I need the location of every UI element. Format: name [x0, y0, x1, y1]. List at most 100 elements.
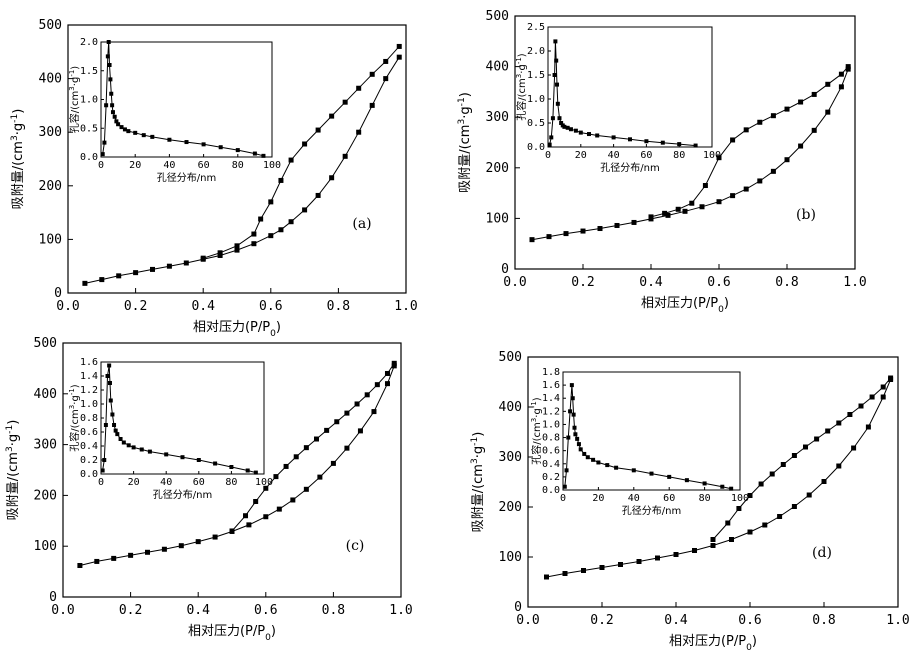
- adsorption-point: [825, 109, 831, 115]
- pore-size-point: [100, 152, 105, 157]
- adsorption-point: [356, 129, 362, 135]
- adsorption-point: [303, 486, 309, 492]
- y-tick-label: 400: [39, 72, 62, 87]
- adsorption-point: [161, 546, 167, 552]
- desorption-point: [716, 155, 722, 161]
- adsorption-line: [531, 68, 849, 241]
- y-axis-label: 吸附量/(cm3·g-1): [10, 109, 26, 210]
- inset-x-tick-label: 100: [263, 160, 281, 171]
- pore-size-point: [729, 486, 734, 491]
- pore-size-point: [180, 455, 185, 460]
- panel-label: (a): [352, 216, 371, 232]
- pore-size-point: [108, 77, 113, 82]
- inset-x-tick-label: 80: [232, 160, 244, 171]
- y-axis-label: 吸附量/(cm3·g-1): [470, 432, 486, 533]
- pore-size-point: [245, 468, 250, 473]
- pore-size-point: [562, 124, 567, 129]
- panel-d: 0.0 0.2 0.4 0.6 0.8 1.00100200300400500相对压力(P…: [470, 350, 910, 653]
- adsorption-point: [682, 208, 688, 214]
- pore-size-point: [252, 151, 257, 156]
- pore-size-point: [184, 140, 189, 145]
- adsorption-point: [195, 539, 201, 545]
- adsorption-point: [82, 280, 88, 286]
- inset-y-tick-label: 0.4: [542, 459, 560, 470]
- adsorption-point: [145, 549, 150, 555]
- inset-plot-frame: [547, 26, 713, 148]
- inset-y-tick-label: 1.2: [80, 385, 98, 396]
- pore-size-point: [126, 129, 131, 134]
- panel-c: 0.0 0.2 0.4 0.6 0.8 1.00100200300400500相对压力(P…: [5, 336, 413, 643]
- x-tick-label: 0.6: [254, 603, 277, 618]
- pore-size-point: [105, 54, 110, 59]
- pore-size-point: [585, 455, 590, 460]
- pore-size-point: [559, 121, 564, 125]
- inset-x-tick-label: 100: [703, 150, 721, 161]
- desorption-point: [329, 113, 335, 119]
- desorption-point: [200, 255, 206, 261]
- pore-size-point: [150, 134, 155, 139]
- y-tick-label: 0: [514, 600, 522, 615]
- pore-size-point: [550, 116, 555, 121]
- pore-size-point: [582, 451, 587, 456]
- y-tick-label: 0: [501, 262, 509, 277]
- inset-y-tick-label: 0.2: [80, 455, 98, 466]
- y-tick-label: 500: [34, 336, 57, 351]
- pore-size-point: [565, 125, 570, 130]
- inset-y-tick-label: 2.5: [527, 22, 545, 33]
- y-tick-label: 0: [49, 590, 57, 605]
- y-tick-label: 200: [486, 161, 509, 176]
- pore-size-point: [107, 363, 112, 368]
- adsorption-point: [178, 543, 184, 549]
- pore-size-point: [167, 137, 172, 142]
- adsorption-point: [330, 460, 336, 466]
- pore-size-point: [235, 148, 240, 153]
- adsorption-point: [342, 153, 348, 159]
- adsorption-point: [357, 428, 363, 434]
- desorption-point: [784, 106, 790, 112]
- y-tick-label: 400: [499, 400, 522, 415]
- pore-size-point: [587, 132, 591, 137]
- pore-size-point: [575, 436, 580, 441]
- inset-x-tick-label: 60: [663, 493, 675, 504]
- adsorption-point: [581, 568, 586, 573]
- pore-size-point: [213, 461, 218, 466]
- pore-size-point: [628, 137, 632, 142]
- adsorption-point: [636, 559, 642, 564]
- adsorption-point: [798, 143, 804, 149]
- pore-size-point: [553, 39, 558, 44]
- pore-size-point: [568, 409, 573, 414]
- inset-x-tick-label: 60: [198, 160, 210, 171]
- adsorption-point: [383, 76, 389, 82]
- pore-size-point: [677, 142, 682, 147]
- inset-y-tick-label: 0.5: [80, 123, 98, 134]
- y-tick-label: 500: [486, 9, 509, 24]
- inset-y-tick-label: 0.0: [80, 469, 98, 480]
- inset-x-tick-label: 60: [640, 150, 652, 161]
- panel-a: 0.0 0.2 0.4 0.6 0.8 1.00100200300400500相对压力(P…: [10, 18, 418, 339]
- y-axis-label: 吸附量/(cm3·g-1): [457, 92, 473, 193]
- adsorption-point: [317, 474, 323, 480]
- desorption-point: [888, 375, 894, 381]
- pore-size-point: [119, 125, 124, 130]
- pore-size-point: [196, 458, 201, 462]
- pore-size-point: [147, 449, 152, 454]
- adsorption-point: [838, 84, 844, 90]
- pore-size-point: [702, 481, 707, 486]
- adsorption-line: [84, 56, 400, 284]
- desorption-point: [811, 91, 817, 97]
- adsorption-point: [529, 237, 535, 243]
- inset-y-tick-label: 0.5: [527, 118, 545, 129]
- pore-size-point: [110, 110, 115, 115]
- pore-size-point: [572, 425, 577, 430]
- x-axis-label: 相对压力(P/P0): [193, 320, 281, 339]
- pore-size-point: [596, 460, 601, 465]
- inset-y-tick-label: 1.2: [542, 406, 560, 417]
- adsorption-point: [597, 226, 603, 232]
- adsorption-point: [116, 273, 122, 279]
- desorption-point: [273, 474, 279, 480]
- pore-size-point: [573, 432, 578, 437]
- desorption-point: [662, 210, 668, 216]
- adsorption-point: [811, 127, 817, 133]
- pore-size-point: [110, 103, 115, 108]
- desorption-point: [369, 71, 375, 77]
